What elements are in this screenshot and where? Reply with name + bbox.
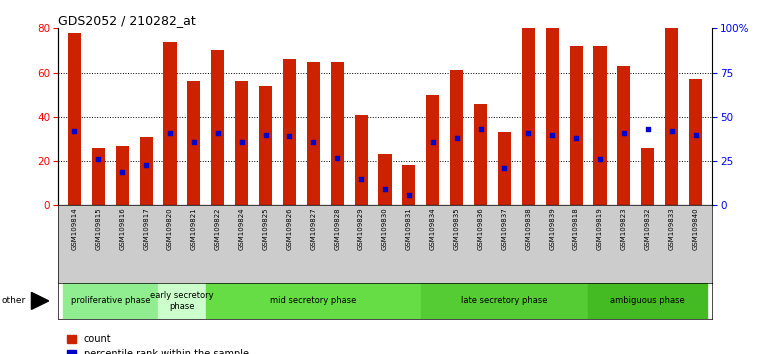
Bar (235, 81, 248, 205)
Bar (522, 28, 535, 205)
FancyBboxPatch shape (421, 283, 588, 319)
FancyBboxPatch shape (158, 283, 206, 319)
Point (259, 132, 272, 137)
Bar (474, 104, 487, 205)
Point (140, 162, 152, 167)
Point (212, 130, 224, 136)
Bar (330, 62, 343, 205)
Bar (92, 148, 105, 205)
Text: GSM109837: GSM109837 (501, 208, 507, 250)
Point (403, 192, 415, 198)
Text: GSM109822: GSM109822 (215, 208, 221, 250)
Bar (665, 28, 678, 205)
Text: GSM109821: GSM109821 (191, 208, 197, 250)
Text: other: other (2, 296, 25, 306)
Point (450, 135, 463, 141)
Text: proliferative phase: proliferative phase (71, 296, 150, 306)
Bar (594, 46, 607, 205)
Text: GSM109818: GSM109818 (573, 208, 579, 250)
Text: GSM109826: GSM109826 (286, 208, 293, 250)
Bar (618, 66, 631, 205)
Text: GSM109819: GSM109819 (597, 208, 603, 250)
Text: GSM109830: GSM109830 (382, 208, 388, 250)
Bar (187, 81, 200, 205)
Text: GSM109814: GSM109814 (72, 208, 78, 250)
Point (474, 126, 487, 132)
Point (379, 187, 391, 192)
Text: GSM109831: GSM109831 (406, 208, 412, 250)
Bar (378, 154, 392, 205)
Text: GSM109827: GSM109827 (310, 208, 316, 250)
Text: mid secretory phase: mid secretory phase (270, 296, 357, 306)
Text: early secretory
phase: early secretory phase (150, 291, 214, 310)
Point (69, 128, 81, 134)
Bar (689, 79, 702, 205)
Bar (211, 50, 224, 205)
Point (618, 130, 630, 136)
Point (164, 130, 176, 136)
Point (355, 176, 367, 182)
Point (665, 128, 678, 134)
Bar (259, 86, 272, 205)
Bar (354, 115, 368, 205)
Text: GSM109829: GSM109829 (358, 208, 364, 250)
Bar (163, 42, 176, 205)
Bar (546, 28, 559, 205)
Bar (116, 145, 129, 205)
FancyBboxPatch shape (588, 283, 708, 319)
Point (236, 139, 248, 144)
Point (307, 139, 320, 144)
Point (498, 165, 511, 171)
Text: GSM109815: GSM109815 (95, 208, 102, 250)
Text: GSM109817: GSM109817 (143, 208, 149, 250)
Bar (139, 137, 152, 205)
Bar (306, 62, 320, 205)
Bar (570, 46, 583, 205)
Point (331, 155, 343, 160)
Point (188, 139, 200, 144)
Bar (498, 132, 511, 205)
Text: GSM109825: GSM109825 (263, 208, 269, 250)
Point (283, 133, 296, 139)
Text: GSM109839: GSM109839 (549, 208, 555, 250)
Text: GSM109816: GSM109816 (119, 208, 126, 250)
Point (116, 169, 129, 175)
Point (594, 156, 606, 162)
Text: GSM109828: GSM109828 (334, 208, 340, 250)
Text: GSM109832: GSM109832 (644, 208, 651, 250)
Point (546, 132, 558, 137)
Point (570, 135, 582, 141)
Point (641, 126, 654, 132)
Bar (641, 148, 654, 205)
Polygon shape (32, 292, 49, 309)
Text: GSM109836: GSM109836 (477, 208, 484, 250)
Point (522, 130, 534, 136)
Text: GSM109820: GSM109820 (167, 208, 173, 250)
Text: GSM109835: GSM109835 (454, 208, 460, 250)
Text: ambiguous phase: ambiguous phase (611, 296, 685, 306)
Bar (68, 33, 81, 205)
Bar (450, 70, 464, 205)
Text: GSM109824: GSM109824 (239, 208, 245, 250)
Text: GSM109833: GSM109833 (668, 208, 675, 250)
Bar (283, 59, 296, 205)
Text: GSM109834: GSM109834 (430, 208, 436, 250)
Text: GSM109823: GSM109823 (621, 208, 627, 250)
FancyBboxPatch shape (206, 283, 421, 319)
Point (92, 156, 105, 162)
Text: GSM109838: GSM109838 (525, 208, 531, 250)
Point (689, 132, 701, 137)
FancyBboxPatch shape (62, 283, 158, 319)
Bar (427, 95, 440, 205)
Legend: count, percentile rank within the sample: count, percentile rank within the sample (62, 331, 253, 354)
Text: GDS2052 / 210282_at: GDS2052 / 210282_at (58, 14, 196, 27)
Point (427, 139, 439, 144)
Text: late secretory phase: late secretory phase (461, 296, 547, 306)
Text: GSM109840: GSM109840 (692, 208, 698, 250)
Bar (402, 166, 416, 205)
